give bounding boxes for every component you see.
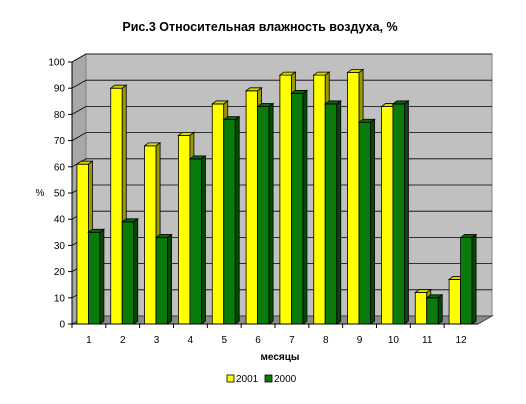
- y-tick-label: 20: [54, 267, 66, 278]
- y-tick-label: 100: [48, 58, 65, 69]
- bar-2000-6: [256, 102, 275, 325]
- x-tick-label: 5: [221, 335, 227, 346]
- bar-2000-1: [87, 228, 106, 325]
- x-tick-label: 2: [120, 335, 126, 346]
- bar-2000-3: [154, 233, 173, 325]
- chart-title: Рис.3 Относительная влажность воздуха, %: [122, 20, 397, 34]
- gridline: [71, 53, 492, 63]
- legend-swatch: [226, 374, 235, 383]
- legend-label: 2000: [274, 374, 297, 385]
- y-tick-label: 30: [54, 241, 66, 252]
- bar-2000-7: [290, 89, 309, 325]
- legend-item-2000: 2000: [264, 374, 297, 385]
- x-axis-label: месяцы: [261, 352, 300, 363]
- y-tick-label: 90: [54, 84, 66, 95]
- y-tick-labels: 0 10 20 30 40 50 60 70 80 90 100: [48, 58, 65, 331]
- y-axis-label: %: [36, 188, 45, 199]
- y-tick-label: 0: [59, 320, 65, 331]
- axes: [68, 61, 478, 328]
- bar-2000-11: [425, 293, 444, 325]
- y-tick-label: 50: [54, 189, 66, 200]
- bars: [75, 68, 478, 325]
- y-tick-label: 70: [54, 136, 66, 147]
- x-tick-labels: 1 2 3 4 5 6 7 8 9 10 11 12: [86, 335, 467, 346]
- bar-2000-2: [121, 218, 139, 325]
- x-tick-label: 3: [154, 335, 160, 346]
- x-tick-label: 10: [388, 335, 400, 346]
- bar-2000-4: [188, 155, 207, 325]
- legend-item-2001: 2001: [226, 374, 259, 385]
- legend: 2001 2000: [226, 374, 297, 385]
- y-tick-label: 10: [54, 293, 66, 304]
- legend-label: 2001: [236, 374, 259, 385]
- y-tick-label: 80: [54, 110, 66, 121]
- x-tick-label: 4: [188, 335, 194, 346]
- bar-2000-8: [324, 100, 342, 325]
- x-tick-label: 12: [456, 335, 468, 346]
- bar-2000-9: [357, 118, 376, 325]
- x-tick-label: 11: [422, 335, 433, 346]
- y-tick-label: 60: [54, 162, 66, 173]
- x-tick-label: 8: [323, 335, 329, 346]
- bar-2000-5: [222, 115, 241, 325]
- x-tick-label: 1: [86, 335, 92, 346]
- x-tick-label: 7: [289, 335, 295, 346]
- bar-2000-10: [391, 100, 410, 325]
- x-tick-label: 9: [357, 335, 363, 346]
- bar-2000-12: [459, 233, 478, 325]
- x-tick-label: 6: [255, 335, 261, 346]
- y-tick-label: 40: [54, 215, 66, 226]
- legend-swatch: [264, 374, 273, 383]
